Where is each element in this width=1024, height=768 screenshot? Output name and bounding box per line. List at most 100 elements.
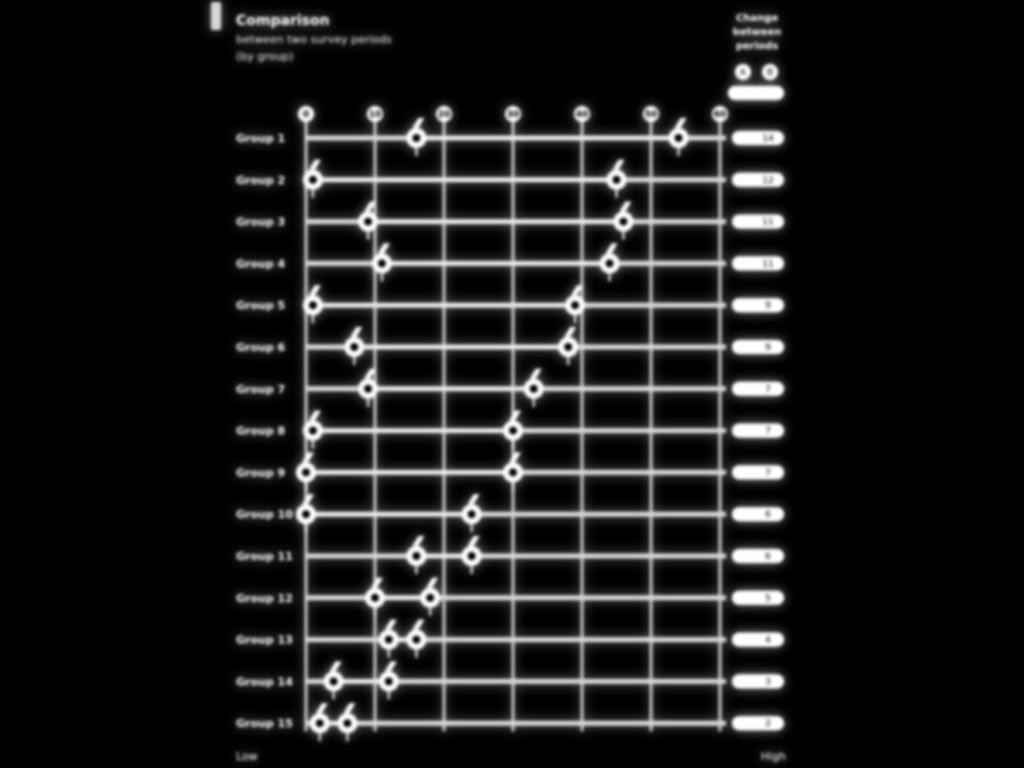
data-point-flag (308, 285, 321, 296)
row-value-badge (732, 465, 784, 480)
data-point-flag (329, 661, 342, 672)
row-label: Group 8 (236, 425, 285, 438)
row-value-text: 12 (762, 176, 773, 186)
row-value-text: 14 (762, 134, 774, 144)
row-label: Group 5 (236, 299, 285, 312)
row-value-text: 9 (765, 343, 771, 353)
data-point-core (571, 301, 580, 310)
x-tick-marker (298, 106, 314, 122)
row-value-badge (732, 256, 784, 271)
row-value-text: 6 (765, 552, 771, 562)
data-point-flag (308, 159, 321, 170)
row-label: Group 7 (236, 383, 285, 396)
data-point-core (384, 677, 393, 686)
row-value-text: 11 (762, 218, 773, 228)
legend-marker-b-label: B (767, 68, 773, 78)
data-point-flag (571, 285, 584, 296)
data-point-core (371, 593, 379, 602)
row-label: Group 1 (236, 132, 285, 145)
data-point-marker-a (344, 327, 365, 365)
data-point-marker-a (358, 201, 379, 240)
row-label: Group 10 (236, 508, 293, 521)
x-tick-label: 30 (507, 110, 520, 120)
data-point-marker-b (606, 159, 627, 198)
row-value-badge (732, 590, 784, 605)
data-point-marker-b (523, 368, 544, 407)
row-value-badge (732, 674, 784, 689)
data-point-marker-a (378, 619, 399, 658)
row-label: Group 11 (236, 550, 293, 563)
data-point-core (377, 259, 386, 268)
row-label: Group 4 (236, 257, 286, 270)
data-point-core (364, 217, 373, 226)
data-point-core (467, 552, 476, 560)
row-label: Group 14 (236, 675, 293, 688)
row-value-badge (732, 298, 784, 313)
footer-right-note: High (761, 750, 786, 763)
x-tick-label: 20 (438, 110, 451, 120)
data-point-core (384, 635, 393, 644)
row-value-text: 11 (762, 259, 773, 269)
x-tick-marker (574, 106, 590, 122)
data-point-core (619, 217, 628, 226)
row-value-text: 6 (765, 510, 771, 520)
x-tick-marker (643, 106, 659, 122)
data-point-core (564, 343, 573, 351)
legend: Change between periods A B (728, 13, 784, 100)
data-point-marker-b (420, 577, 441, 616)
row-value-badge (732, 131, 784, 145)
data-point-core (509, 426, 517, 435)
data-marks (296, 118, 689, 742)
data-point-core (467, 510, 476, 519)
legend-marker-a: A (735, 64, 751, 80)
row-value-text: 5 (765, 594, 771, 604)
data-point-flag (426, 577, 439, 588)
row-value-text: 4 (765, 636, 771, 646)
x-tick-label: 60 (714, 110, 727, 120)
data-point-core (343, 719, 352, 728)
data-point-core (529, 384, 538, 393)
data-point-marker-a (358, 368, 379, 407)
data-point-flag (371, 577, 383, 588)
data-point-core (412, 635, 421, 644)
row-value-badge (732, 716, 784, 731)
legend-title-line-1: Change (736, 13, 778, 24)
data-point-marker-a (296, 494, 316, 533)
x-tick-label: 0 (303, 110, 309, 120)
legend-title-line-3: periods (736, 41, 778, 52)
data-point-marker-b (613, 201, 634, 240)
legend-pill (728, 86, 784, 100)
data-point-flag (467, 494, 480, 505)
chart-title: Comparison (236, 13, 330, 29)
legend-marker-b: B (762, 64, 778, 80)
data-point-core (509, 468, 517, 477)
data-point-marker-b (503, 452, 523, 491)
data-point-flag (509, 410, 521, 421)
data-point-core (308, 426, 317, 435)
data-point-core (350, 343, 359, 351)
data-point-core (302, 468, 310, 477)
data-point-marker-a (406, 536, 427, 574)
legend-marker-a-dot (735, 64, 751, 80)
data-point-marker-a (302, 410, 323, 449)
data-point-flag (364, 368, 377, 379)
data-point-flag (674, 118, 687, 128)
grid (304, 114, 722, 732)
data-point-flag (619, 201, 632, 212)
x-axis-ticks: 0 10 20 30 40 50 60 (298, 106, 728, 122)
row-value-badge (732, 632, 784, 647)
row-label: Group 3 (236, 216, 285, 229)
data-point-marker-a (371, 243, 392, 282)
row-value-badge (732, 549, 784, 563)
data-point-marker-a (296, 452, 316, 491)
data-point-core (412, 134, 421, 142)
data-point-flag (529, 368, 542, 379)
x-tick-label: 10 (369, 110, 382, 120)
footer-left-note: Low (236, 750, 258, 763)
data-point-core (329, 677, 338, 686)
x-tick-marker (712, 106, 728, 122)
row-value-badge (732, 340, 784, 354)
row-value-badge (732, 507, 784, 522)
row-label: Group 6 (236, 341, 286, 354)
